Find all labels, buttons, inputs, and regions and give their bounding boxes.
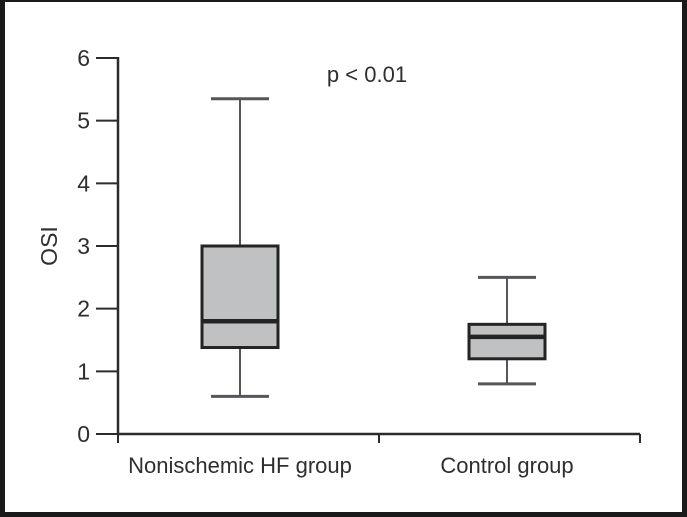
y-tick-label: 2 bbox=[77, 296, 90, 322]
iqr-box-nonischemic-hf-group bbox=[200, 244, 280, 350]
category-label-control-group: Control group bbox=[440, 453, 573, 478]
y-tick-label: 5 bbox=[77, 108, 90, 134]
y-axis-title: OSI bbox=[36, 226, 62, 266]
p-value-annotation: p < 0.01 bbox=[327, 62, 407, 87]
y-tick-label: 0 bbox=[77, 421, 90, 447]
chart-generated-layer: 0 1 2 3 4 5 6 bbox=[77, 45, 641, 447]
y-tick-label: 4 bbox=[77, 170, 90, 196]
y-tick-label: 1 bbox=[77, 358, 90, 384]
category-label-nonischemic-hf-group: Nonischemic HF group bbox=[128, 453, 352, 478]
y-tick-label: 6 bbox=[77, 45, 90, 71]
y-tick-label: 3 bbox=[77, 233, 90, 259]
iqr-box-control-group bbox=[467, 322, 547, 361]
